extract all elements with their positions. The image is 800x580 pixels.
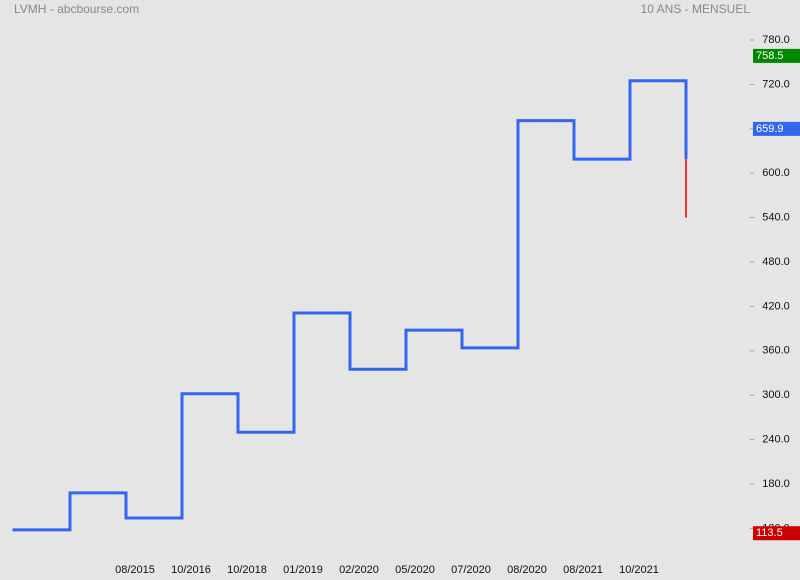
x-tick-label: 08/2015 <box>115 564 155 576</box>
x-tick-label: 10/2018 <box>227 564 267 576</box>
x-tick-label: 08/2021 <box>563 564 603 576</box>
price-marker-label: 659.9 <box>756 123 784 135</box>
y-tick-label: 420.0 <box>762 300 790 312</box>
y-tick-label: 600.0 <box>762 167 790 179</box>
price-marker-label: 113.5 <box>756 527 783 539</box>
chart-title: LVMH - abcbourse.com <box>14 2 139 16</box>
price-marker <box>753 48 800 63</box>
x-tick-label: 02/2020 <box>339 564 379 576</box>
price-marker <box>753 121 800 136</box>
y-tick-label: 480.0 <box>762 256 790 268</box>
y-tick-label: 540.0 <box>762 212 790 224</box>
x-tick-label: 10/2016 <box>171 564 211 576</box>
y-tick-label: 240.0 <box>762 434 790 446</box>
x-tick-label: 10/2021 <box>619 564 659 576</box>
price-marker <box>753 526 800 541</box>
x-tick-label: 05/2020 <box>395 564 435 576</box>
chart-subtitle: 10 ANS - MENSUEL <box>641 2 751 16</box>
y-tick-label: 300.0 <box>762 389 790 401</box>
x-tick-label: 07/2020 <box>451 564 491 576</box>
x-tick-label: 01/2019 <box>283 564 323 576</box>
x-tick-label: 08/2020 <box>507 564 547 576</box>
y-tick-label: 780.0 <box>762 34 790 46</box>
y-tick-label: 720.0 <box>762 78 790 90</box>
y-tick-label: 180.0 <box>762 478 790 490</box>
y-tick-label: 360.0 <box>762 345 790 357</box>
price-marker-label: 758.5 <box>756 50 784 62</box>
